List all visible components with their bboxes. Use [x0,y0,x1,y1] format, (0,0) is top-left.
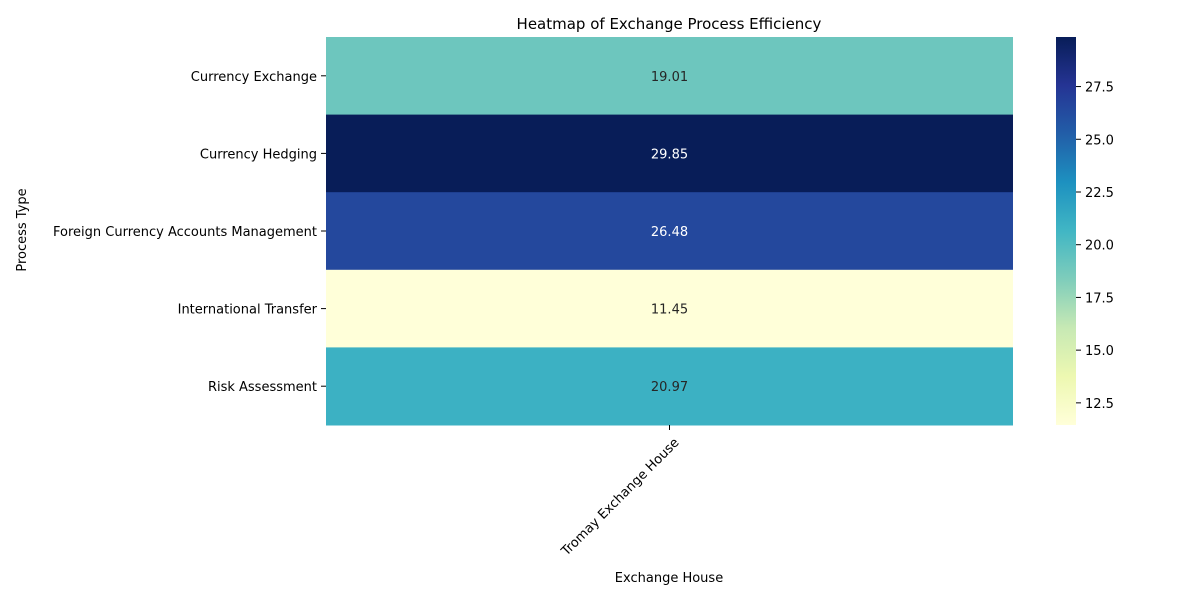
colorbar-tick-label: 17.5 [1085,291,1114,306]
y-axis-label: Process Type [15,188,30,271]
cell-value-label: 20.97 [651,380,688,395]
colorbar-tick-label: 12.5 [1085,397,1114,412]
colorbar-tick-label: 20.0 [1085,239,1114,254]
y-tick-label: Risk Assessment [208,380,317,395]
colorbar [1056,37,1076,425]
colorbar-tick-label: 25.0 [1085,133,1114,148]
heatmap-cell [326,269,1013,348]
y-tick-label: Currency Exchange [191,70,317,85]
heatmap-cell [326,192,1013,271]
heatmap-cell [326,347,1013,426]
cell-value-label: 19.01 [651,70,688,85]
colorbar-tick-label: 27.5 [1085,81,1114,96]
y-tick-label: Foreign Currency Accounts Management [53,225,317,240]
cell-value-label: 29.85 [651,147,688,162]
y-tick-label: International Transfer [178,303,318,318]
cell-value-label: 26.48 [651,225,688,240]
colorbar-tick-label: 22.5 [1085,186,1114,201]
heatmap-cell [326,114,1013,193]
cell-value-label: 11.45 [651,303,688,318]
y-tick-label: Currency Hedging [200,147,317,162]
x-tick-label: Tromay Exchange House [558,435,682,559]
x-axis-label: Exchange House [615,571,723,586]
heatmap-cell [326,37,1013,116]
colorbar-tick-label: 15.0 [1085,344,1114,359]
chart-title: Heatmap of Exchange Process Efficiency [517,15,822,33]
